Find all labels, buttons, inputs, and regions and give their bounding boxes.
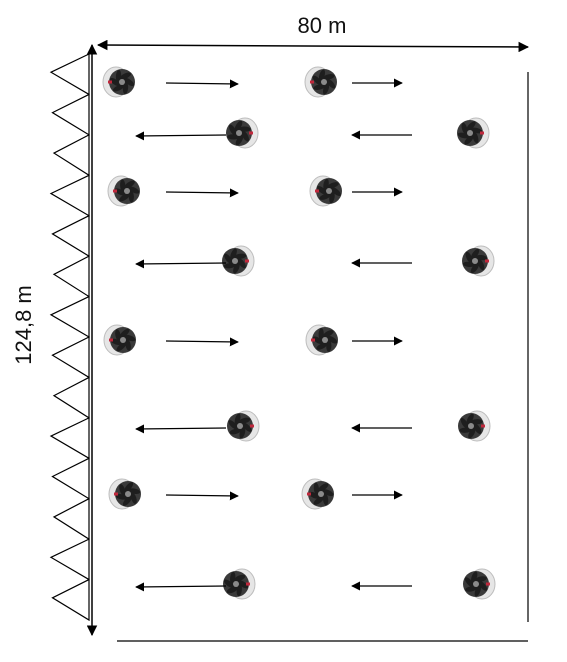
inlet-triangle-icon [51, 214, 90, 258]
inlet-triangle-icon [49, 538, 90, 581]
inlet-triangle-icon [52, 133, 90, 177]
inlet-triangle-icon [49, 416, 90, 460]
inlet-triangle-icon [49, 53, 90, 96]
inlet-triangle-icon [52, 376, 90, 419]
airflow-arrow [135, 259, 227, 269]
width-dimension-line [96, 39, 530, 53]
fan-rows [102, 66, 496, 600]
fan-icon [309, 175, 342, 207]
fan-icon [458, 410, 491, 442]
fan-icon [457, 117, 490, 149]
fan-icon [305, 324, 338, 356]
fan-icon [108, 478, 141, 510]
airflow-arrow [165, 337, 239, 347]
fan-icon [227, 410, 260, 442]
inlet-triangle-icon [49, 295, 90, 339]
fan-icon [463, 568, 496, 600]
fan-icon [107, 175, 140, 207]
airflow-arrow [165, 79, 239, 89]
airflow-arrow [135, 424, 227, 434]
inlet-triangle-icon [51, 578, 90, 622]
length-label: 124,8 m [11, 285, 36, 365]
inlet-triangle-icon [49, 174, 90, 217]
fan-icon [222, 245, 255, 277]
inlet-triangle-icon [51, 457, 90, 500]
inlet-triangle-icon [52, 255, 90, 298]
length-dimension: 124,8 m [11, 43, 98, 637]
width-label: 80 m [298, 13, 347, 38]
fan-icon [223, 568, 256, 600]
airflow-arrow [135, 131, 227, 141]
inlet-column [49, 53, 90, 622]
airflow-arrow [165, 491, 239, 501]
fan-icon [462, 245, 495, 277]
inlet-triangle-icon [52, 497, 90, 541]
fan-icon [226, 117, 259, 149]
fan-icon [304, 66, 337, 98]
airflow-arrow [165, 188, 239, 198]
inlet-triangle-icon [51, 93, 90, 136]
fan-icon [102, 66, 135, 98]
fan-icon [301, 478, 334, 510]
fan-icon [103, 324, 136, 356]
airflow-arrow [135, 582, 227, 592]
inlet-triangle-icon [51, 336, 90, 379]
width-dimension: 80 m [96, 13, 530, 53]
